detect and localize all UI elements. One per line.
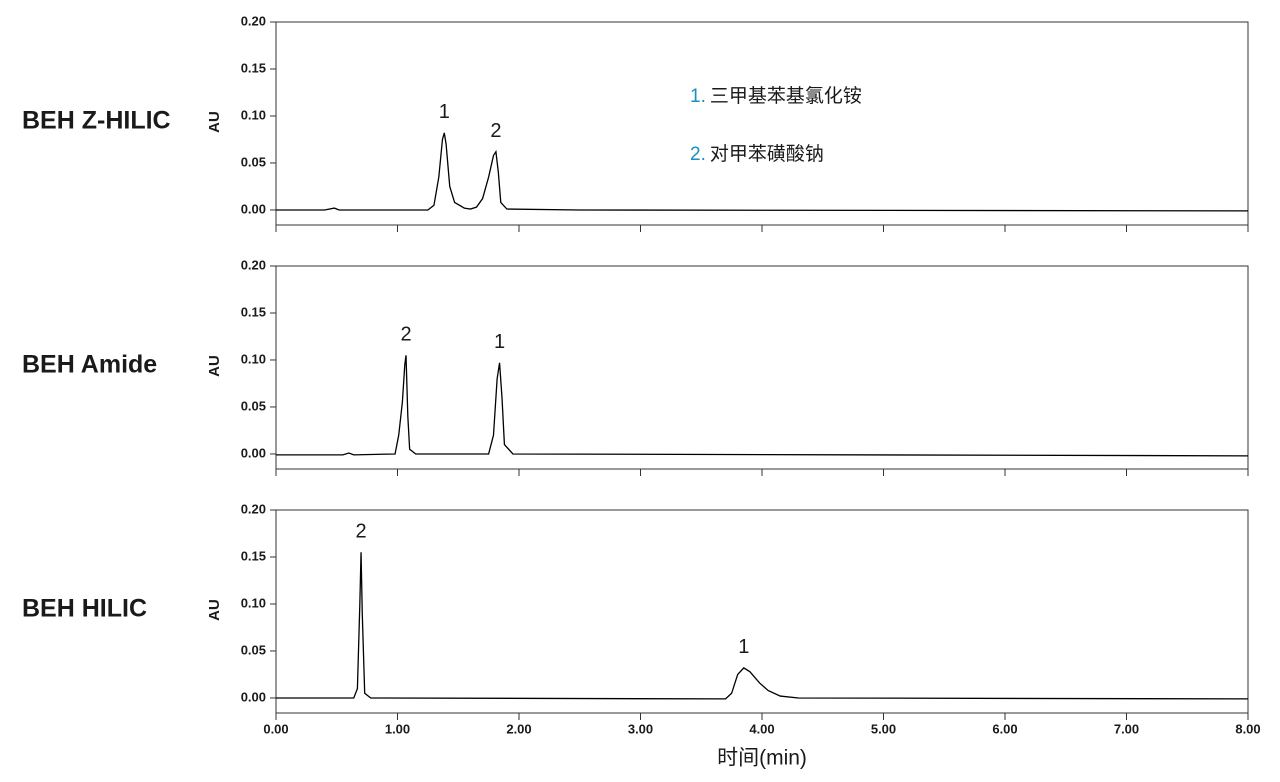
x-tick-label: 2.00 [506, 721, 531, 736]
peak-label: 1 [439, 101, 450, 123]
x-tick-label: 8.00 [1235, 721, 1260, 736]
x-tick-label: 1.00 [385, 721, 410, 736]
peak-label: 1 [494, 331, 505, 353]
legend-text: 对甲苯磺酸钠 [710, 143, 824, 165]
x-tick-label: 7.00 [1114, 721, 1139, 736]
y-tick-label: 0.00 [241, 445, 266, 460]
legend-note: 2. 对甲苯磺酸钠 [690, 143, 824, 165]
trace [276, 552, 1249, 700]
y-tick-label: 0.00 [241, 201, 266, 216]
y-tick-label: 0.20 [241, 257, 266, 272]
panel-title: BEH HILIC [22, 595, 147, 623]
x-tick-label: 3.00 [628, 721, 653, 736]
y-tick-label: 0.05 [241, 642, 266, 657]
y-tick-label: 0.10 [241, 107, 266, 122]
x-tick-label: 4.00 [749, 721, 774, 736]
x-tick-label: 5.00 [871, 721, 896, 736]
y-tick-label: 0.20 [241, 13, 266, 28]
trace [276, 355, 1249, 457]
y-axis-label: AU [206, 111, 223, 133]
y-tick-label: 0.15 [241, 60, 266, 75]
legend-number: 2. [690, 144, 706, 165]
panel-title: BEH Z-HILIC [22, 107, 171, 135]
panel-title: BEH Amide [22, 351, 157, 379]
y-axis-label: AU [206, 355, 223, 377]
plot-frame [275, 509, 1249, 714]
y-tick-label: 0.05 [241, 398, 266, 413]
y-tick-label: 0.05 [241, 154, 266, 169]
legend-text: 三甲基苯基氯化铵 [710, 85, 862, 107]
peak-label: 1 [738, 636, 749, 658]
plot-frame [275, 265, 1249, 470]
y-axis-label: AU [206, 599, 223, 621]
peak-label: 2 [400, 324, 411, 346]
peak-label: 2 [490, 120, 501, 142]
peak-label: 2 [355, 521, 366, 543]
x-tick-label: 0.00 [263, 721, 288, 736]
legend-number: 1. [690, 86, 706, 107]
y-tick-label: 0.15 [241, 548, 266, 563]
y-tick-label: 0.00 [241, 689, 266, 704]
trace [276, 132, 1249, 212]
y-tick-label: 0.20 [241, 501, 266, 516]
y-tick-label: 0.10 [241, 351, 266, 366]
y-tick-label: 0.15 [241, 304, 266, 319]
x-tick-label: 6.00 [992, 721, 1017, 736]
plot-frame [275, 21, 1249, 226]
legend-note: 1. 三甲基苯基氯化铵 [690, 85, 862, 107]
y-tick-label: 0.10 [241, 595, 266, 610]
x-axis-label: 时间(min) [717, 747, 807, 770]
